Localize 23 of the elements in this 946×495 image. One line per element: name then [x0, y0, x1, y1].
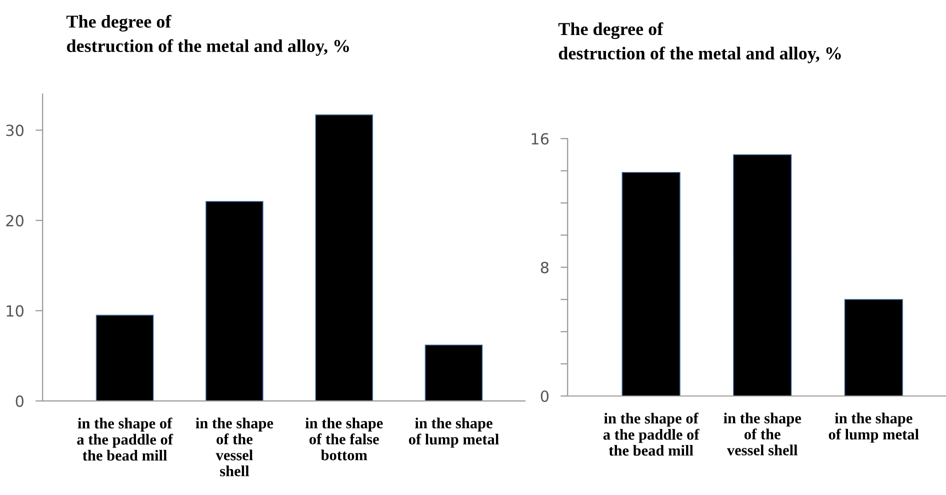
- y-tick-label: 0: [540, 390, 549, 402]
- x-tick-label: in the shape of lump metal: [828, 412, 919, 443]
- bar: [622, 172, 680, 396]
- y-tick-label: 16: [532, 133, 549, 145]
- y-tick-label: 0: [16, 395, 24, 407]
- y-tick-label: 30: [6, 124, 24, 136]
- x-tick-label: in the shape of a the paddle of the bead mill: [77, 418, 174, 461]
- bar: [96, 314, 154, 401]
- bar: [844, 299, 904, 396]
- x-tick-label: in the shape of the vessel shell: [196, 418, 274, 476]
- chart-title: The degree of destruction of the metal and alloy, %: [558, 22, 841, 64]
- y-tick-label: 8: [540, 262, 548, 274]
- y-tick-label: 20: [6, 214, 24, 226]
- chart-title: The degree of destruction of the metal and alloy, %: [66, 14, 349, 56]
- y-tick-label: 10: [6, 305, 24, 317]
- x-tick-label: in the shape of lump metal: [408, 418, 499, 448]
- bar: [424, 344, 483, 401]
- bar: [315, 114, 374, 401]
- x-tick-label: in the shape of the vessel shell: [724, 412, 802, 456]
- x-tick-label: in the shape of the false bottom: [305, 418, 383, 460]
- x-tick-label: in the shape of a the paddle of the bead mill: [603, 412, 700, 456]
- bar: [733, 154, 792, 396]
- bar: [206, 201, 264, 401]
